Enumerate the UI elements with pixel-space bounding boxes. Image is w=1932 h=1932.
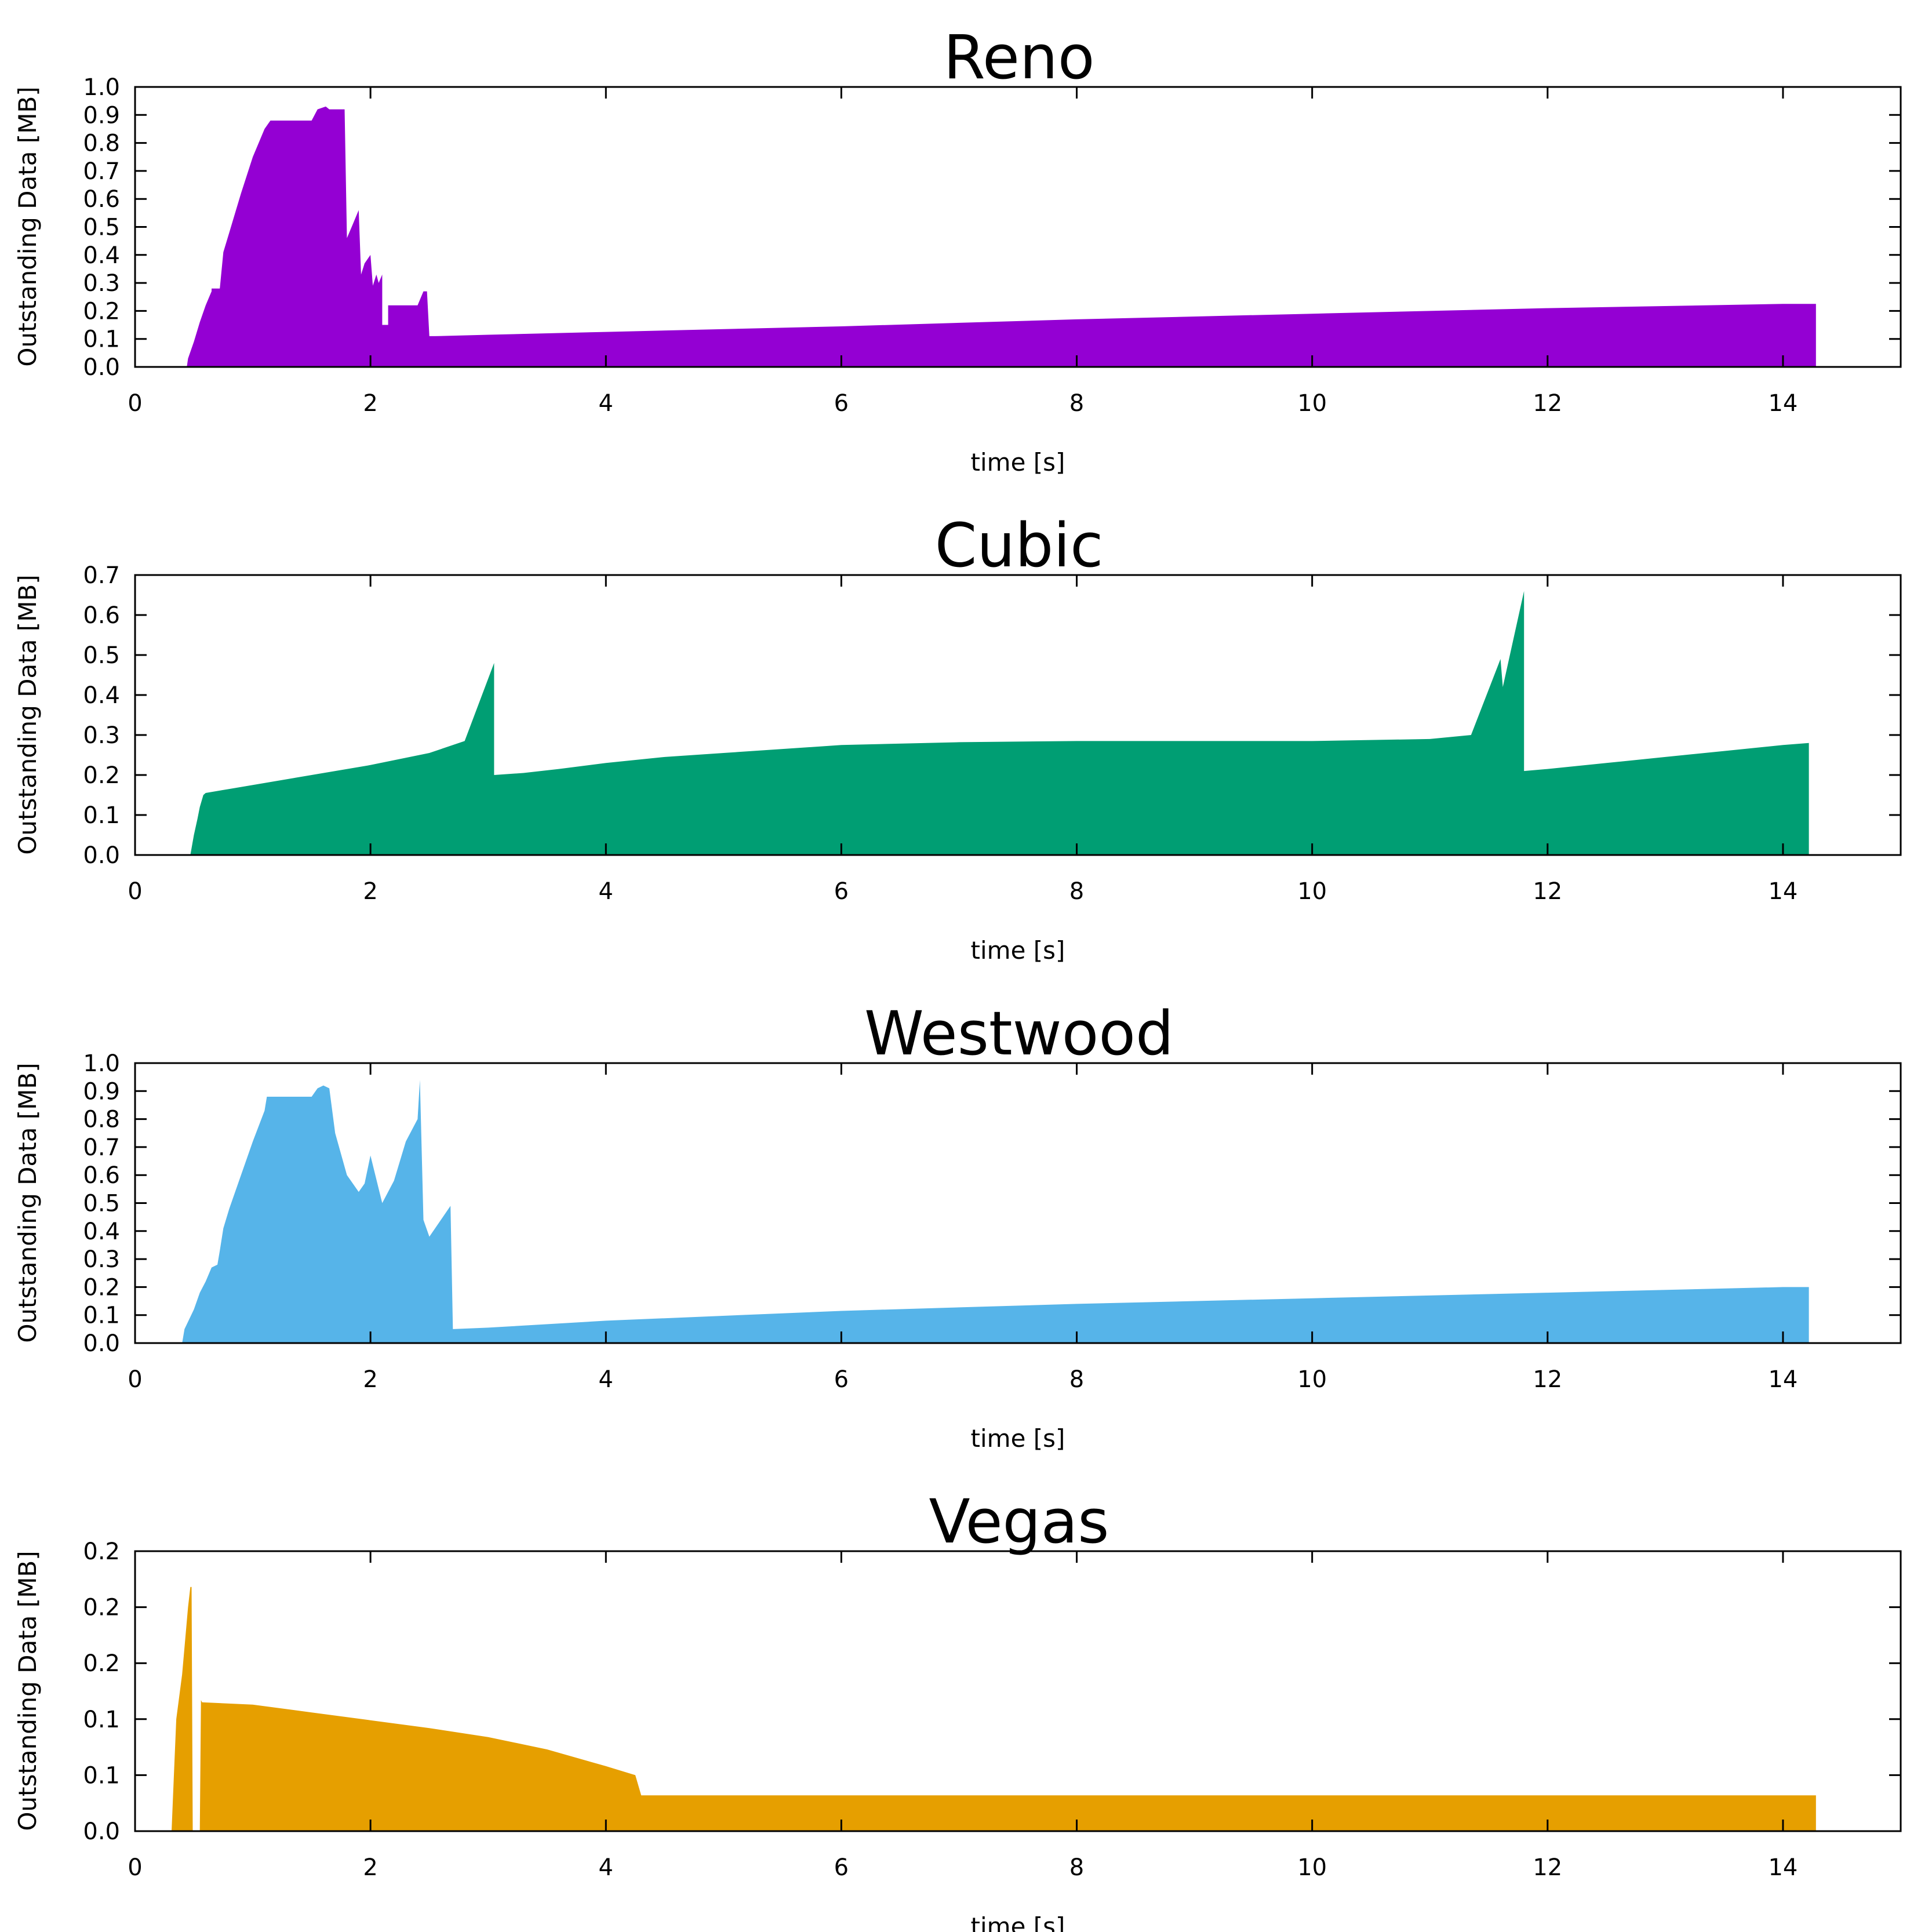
y-tick-label: 0.7 <box>83 1134 120 1161</box>
x-tick-label: 14 <box>1768 878 1798 905</box>
y-axis-label: Outstanding Data [MB] <box>13 574 42 854</box>
y-tick-label: 0.4 <box>83 242 120 269</box>
y-tick-label: 0.2 <box>83 762 120 789</box>
x-axis-label: time [s] <box>971 448 1065 476</box>
x-tick-label: 14 <box>1768 1854 1798 1881</box>
x-tick-label: 6 <box>834 1854 849 1881</box>
x-tick-label: 10 <box>1297 390 1327 417</box>
x-tick-label: 0 <box>128 1854 142 1881</box>
y-axis-label: Outstanding Data [MB] <box>13 86 42 366</box>
x-tick-label: 10 <box>1297 878 1327 905</box>
x-tick-label: 2 <box>363 1366 377 1393</box>
y-tick-label: 0.9 <box>83 1078 120 1105</box>
y-tick-label: 0.1 <box>83 1302 120 1329</box>
x-axis-label: time [s] <box>971 1912 1065 1932</box>
y-tick-label: 0.4 <box>83 682 120 709</box>
panel-westwood: Westwood 0 2 4 6 8 10 12 140.00.10.20.30.40.50.… <box>13 998 1902 1453</box>
x-tick-label: 12 <box>1533 390 1562 417</box>
x-tick-label: 0 <box>128 390 142 417</box>
x-tick-label: 10 <box>1297 1366 1327 1393</box>
y-tick-label: 0.2 <box>83 298 120 325</box>
chart-title: Westwood <box>864 998 1174 1069</box>
x-tick-label: 4 <box>599 1854 613 1881</box>
y-tick-label: 0.2 <box>83 1595 120 1621</box>
y-axis-label: Outstanding Data [MB] <box>13 1551 42 1831</box>
x-tick-label: 10 <box>1297 1854 1327 1881</box>
x-tick-label: 6 <box>834 878 849 905</box>
x-tick-label: 0 <box>128 878 142 905</box>
y-tick-label: 0.1 <box>83 802 120 829</box>
x-tick-label: 14 <box>1768 390 1798 417</box>
y-tick-label: 0.6 <box>83 186 120 213</box>
y-tick-label: 0.7 <box>83 562 120 589</box>
y-tick-label: 0.0 <box>83 354 120 381</box>
x-tick-label: 8 <box>1069 878 1084 905</box>
x-tick-label: 14 <box>1768 1366 1798 1393</box>
chart-title: Vegas <box>929 1486 1109 1557</box>
y-tick-label: 0.4 <box>83 1218 120 1245</box>
series-area <box>172 1587 1816 1831</box>
plot-frame <box>134 1550 1902 1832</box>
y-tick-label: 1.0 <box>83 74 120 101</box>
x-tick-label: 2 <box>363 1854 377 1881</box>
series-area <box>182 1080 1809 1343</box>
y-tick-label: 0.1 <box>83 1707 120 1733</box>
plot-area-westwood: 0 2 4 6 8 10 12 14 0.00.10.20.30.40.50.60.70.80.… <box>83 1050 1901 1393</box>
y-tick-label: 0.2 <box>83 1650 120 1677</box>
panel-reno: Reno 0 2 4 6 8 10 12 14 0.00.10.20.30.40.50.60.7… <box>13 22 1902 476</box>
y-tick-label: 0.5 <box>83 1191 120 1217</box>
x-tick-label: 6 <box>834 1366 849 1393</box>
x-tick-label: 8 <box>1069 1366 1084 1393</box>
panel-vegas: Vegas 0 2 4 6 8 10 12 14 0.0 0.1 0.1 0.2 0.2 0.2 time… <box>13 1486 1902 1932</box>
y-tick-label: 0.8 <box>83 130 120 157</box>
y-tick-label: 0.5 <box>83 214 120 241</box>
x-tick-label: 2 <box>363 390 377 417</box>
x-tick-label: 2 <box>363 878 377 905</box>
plot-frame <box>134 1062 1902 1344</box>
series-area <box>187 106 1816 368</box>
y-tick-label: 0.2 <box>83 1274 120 1301</box>
y-tick-label: 0.5 <box>83 642 120 669</box>
x-tick-label: 6 <box>834 390 849 417</box>
plot-frame <box>134 574 1902 856</box>
chart-title: Reno <box>943 22 1094 93</box>
y-tick-label: 1.0 <box>83 1050 120 1077</box>
panel-cubic: Cubic 0 2 4 6 8 10 12 14 0.0 0.1 0.2 0.3 0.4 0.5 0.6 0.… <box>13 510 1902 965</box>
y-tick-label: 0.3 <box>83 722 120 749</box>
y-tick-label: 0.0 <box>83 842 120 869</box>
x-tick-label: 4 <box>599 878 613 905</box>
x-axis-label: time [s] <box>971 1424 1065 1453</box>
x-tick-label: 12 <box>1533 1854 1562 1881</box>
x-tick-label: 4 <box>599 1366 613 1393</box>
y-tick-label: 0.2 <box>83 1538 120 1565</box>
y-tick-label: 0.6 <box>83 1162 120 1189</box>
y-tick-label: 0.6 <box>83 602 120 629</box>
series-area <box>190 591 1809 855</box>
x-tick-label: 12 <box>1533 878 1562 905</box>
x-tick-label: 4 <box>599 390 613 417</box>
y-axis-label: Outstanding Data [MB] <box>13 1063 42 1342</box>
plot-area-cubic: 0 2 4 6 8 10 12 14 0.0 0.1 0.2 0.3 0.4 0.5 0.6 0.7 <box>83 562 1901 905</box>
x-tick-label: 12 <box>1533 1366 1562 1393</box>
y-tick-label: 0.0 <box>83 1330 120 1357</box>
plot-area-vegas: 0 2 4 6 8 10 12 14 0.0 0.1 0.1 0.2 0.2 0.2 <box>83 1538 1901 1881</box>
x-tick-label: 8 <box>1069 390 1084 417</box>
chart-title: Cubic <box>935 510 1104 581</box>
x-tick-label: 8 <box>1069 1854 1084 1881</box>
y-tick-label: 0.0 <box>83 1818 120 1845</box>
x-tick-label: 0 <box>128 1366 142 1393</box>
plot-area-reno: 0 2 4 6 8 10 12 14 0.00.10.20.30.40.50.60.70.80.… <box>83 74 1901 417</box>
y-tick-label: 0.8 <box>83 1107 120 1133</box>
plot-frame <box>134 86 1902 368</box>
y-tick-label: 0.9 <box>83 102 120 129</box>
y-tick-label: 0.7 <box>83 158 120 185</box>
x-axis-label: time [s] <box>971 936 1065 965</box>
y-tick-label: 0.1 <box>83 326 120 353</box>
y-tick-label: 0.3 <box>83 270 120 297</box>
y-tick-label: 0.3 <box>83 1246 120 1273</box>
y-tick-label: 0.1 <box>83 1762 120 1789</box>
